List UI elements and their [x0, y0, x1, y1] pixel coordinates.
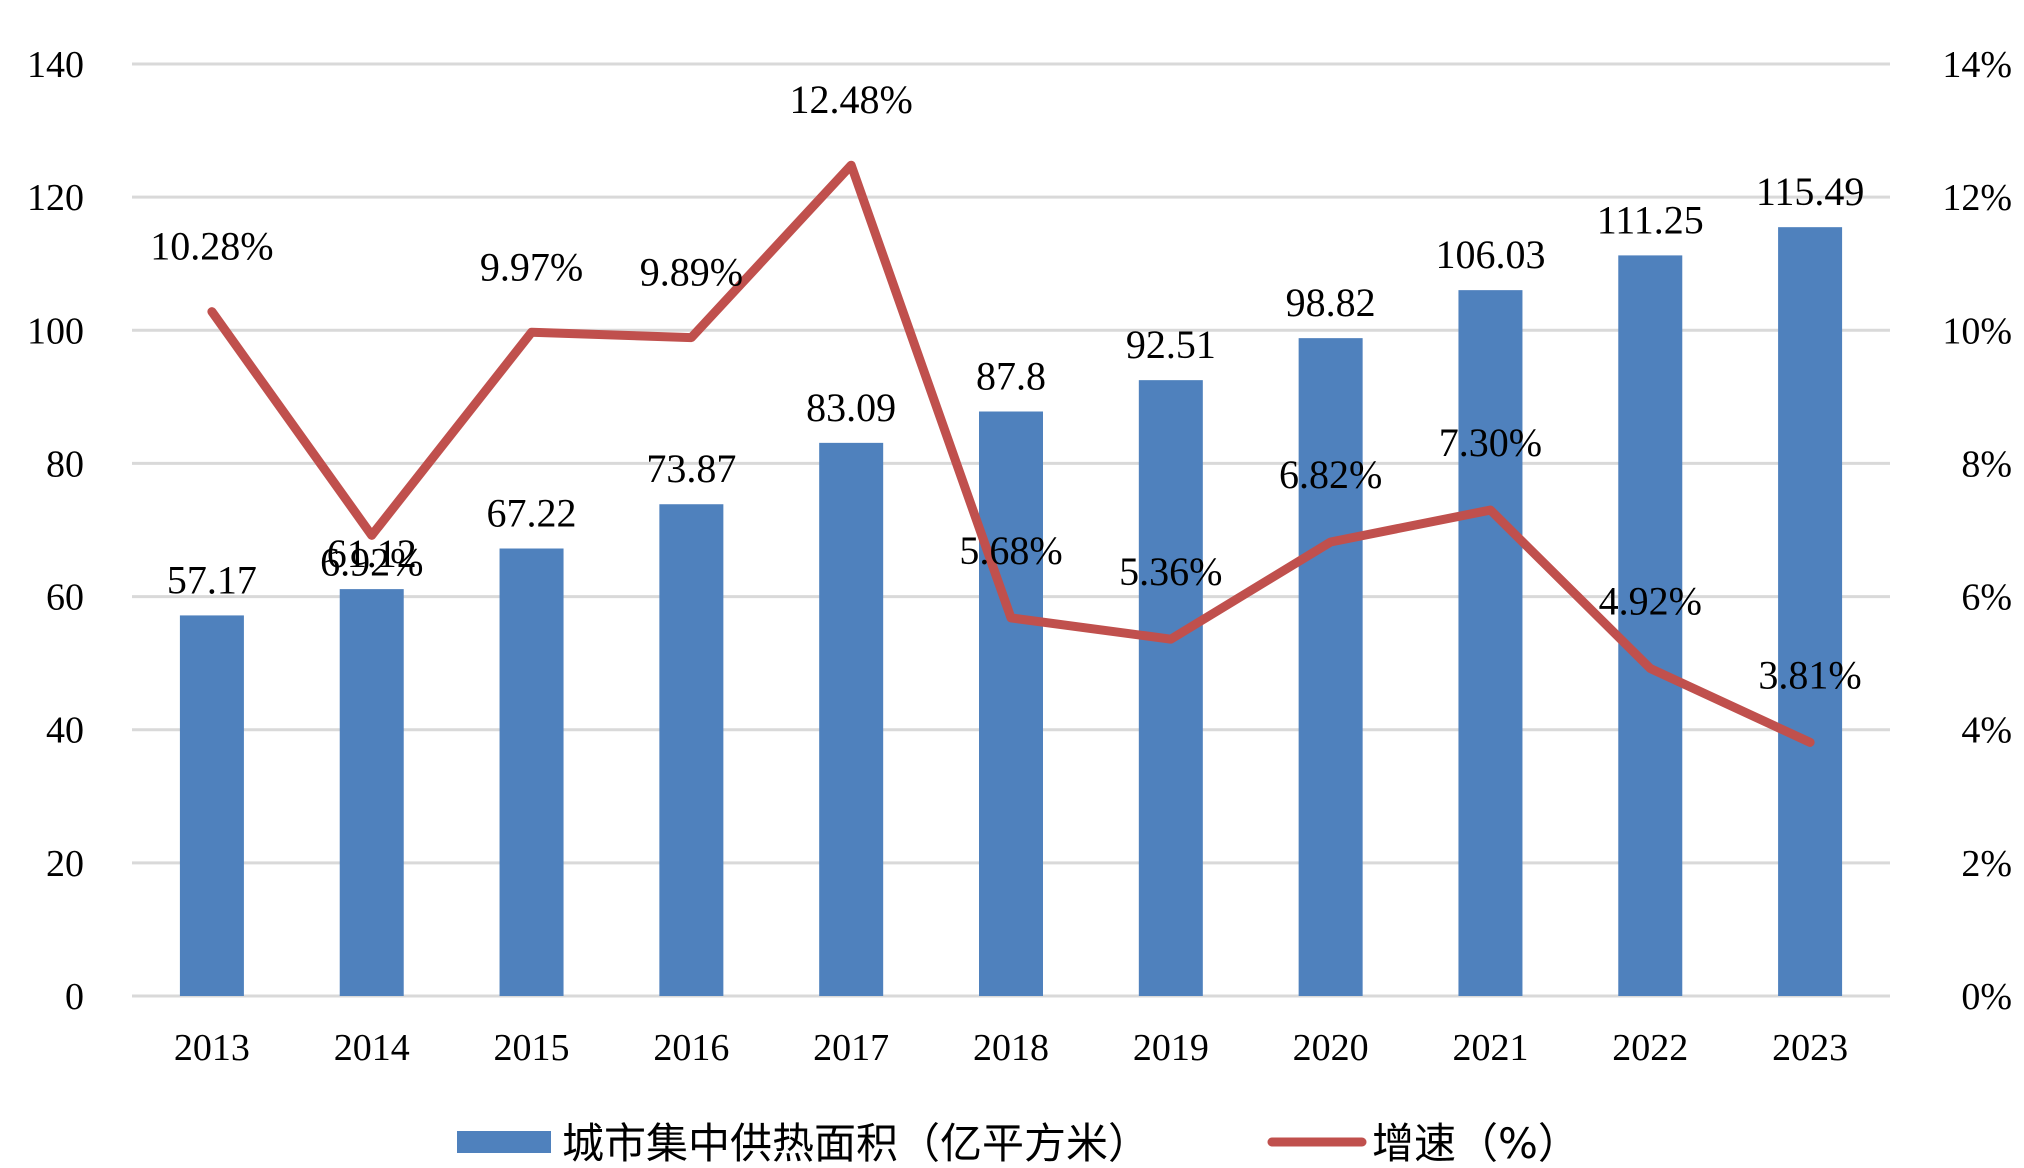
line-value-label: 9.97%: [480, 244, 583, 289]
line-value-label: 12.48%: [790, 77, 913, 122]
legend-label-bar: 城市集中供热面积（亿平方米）: [562, 1119, 1150, 1168]
x-axis: 2013 2014 2015 2016 2017 2018 2019 2020 2021 2022…: [174, 1027, 1848, 1069]
bar: [179, 615, 244, 996]
bar-value-label: 83.09: [806, 385, 896, 430]
bar: [1778, 227, 1843, 996]
y-right-tick-label: 8%: [1961, 443, 2012, 485]
line-series: [207, 160, 1815, 747]
bar-value-label: 106.03: [1435, 232, 1545, 277]
line-value-label: 6.92%: [320, 539, 423, 584]
bar: [339, 589, 404, 996]
bar: [499, 548, 564, 996]
x-tick-label: 2019: [1133, 1027, 1209, 1069]
legend: 城市集中供热面积（亿平方米） 增速（%）: [457, 1119, 1580, 1168]
line-point: [1169, 638, 1172, 641]
bar: [819, 442, 884, 996]
line-value-label: 6.82%: [1279, 452, 1382, 497]
line-point: [210, 310, 213, 313]
bar-value-label: 67.22: [487, 491, 577, 536]
y-left-tick-label: 100: [27, 310, 84, 352]
x-tick-label: 2021: [1452, 1027, 1528, 1069]
line-point: [850, 164, 853, 167]
y-left-tick-label: 0: [65, 976, 84, 1018]
line-point: [1809, 741, 1812, 744]
y-left-tick-label: 80: [46, 443, 84, 485]
bar: [979, 411, 1043, 996]
line-point: [370, 534, 373, 537]
line-value-label: 5.68%: [959, 528, 1062, 573]
bar-value-label: 115.49: [1756, 169, 1865, 214]
y-right-tick-label: 10%: [1942, 310, 2012, 352]
bar: [1138, 380, 1203, 996]
bar: [1618, 255, 1683, 997]
y-left-tick-label: 40: [46, 710, 84, 752]
line-value-label: 10.28%: [150, 224, 273, 269]
x-tick-label: 2017: [813, 1027, 889, 1069]
y-axis-right: 0% 2% 4% 6% 8% 10% 12% 14%: [1942, 44, 2012, 1018]
line-point: [1010, 616, 1012, 619]
y-left-tick-label: 20: [46, 843, 84, 885]
x-tick-label: 2015: [494, 1027, 570, 1069]
line-value-label: 9.89%: [640, 250, 743, 295]
bar: [1458, 290, 1523, 996]
bar-value-label: 111.25: [1597, 197, 1704, 242]
x-tick-label: 2014: [334, 1027, 410, 1069]
y-right-tick-label: 4%: [1961, 710, 2012, 752]
line-point: [530, 331, 533, 334]
bar-value-label: 92.51: [1126, 322, 1216, 367]
x-tick-label: 2022: [1612, 1027, 1688, 1069]
x-tick-label: 2018: [973, 1027, 1049, 1069]
line-value-label: 7.30%: [1439, 420, 1542, 465]
y-axis-left: 0 20 40 60 80 100 120 140: [27, 44, 84, 1018]
bar: [659, 504, 724, 996]
y-left-tick-label: 60: [46, 577, 84, 619]
x-tick-label: 2020: [1293, 1027, 1369, 1069]
y-right-tick-label: 12%: [1942, 177, 2012, 219]
bar-value-label: 98.82: [1286, 280, 1376, 325]
y-left-tick-label: 140: [27, 44, 84, 86]
y-right-tick-label: 0%: [1961, 976, 2012, 1018]
line-value-label: 5.36%: [1119, 549, 1222, 594]
y-right-tick-label: 14%: [1942, 44, 2012, 86]
x-tick-label: 2016: [653, 1027, 729, 1069]
line-value-label: 4.92%: [1599, 578, 1702, 623]
y-left-tick-label: 120: [27, 177, 84, 219]
line-point: [1649, 667, 1652, 670]
bar-value-label: 61.12: [327, 531, 417, 576]
line-point: [1489, 509, 1492, 512]
bar-value-label: 87.8: [976, 354, 1046, 399]
bar-series: [179, 227, 1843, 997]
line-point: [690, 336, 693, 339]
line-data-labels: 10.28% 6.92% 9.97% 9.89% 12.48% 5.68% 5.36% 6.8…: [150, 77, 1862, 697]
bar-data-labels: 57.17 61.12 67.22 73.87 83.09 87.8 92.51 98.82 1…: [167, 169, 1864, 602]
legend-label-line: 增速（%）: [1372, 1119, 1580, 1168]
bar-value-label: 73.87: [646, 446, 736, 491]
x-tick-label: 2013: [174, 1027, 250, 1069]
line-point: [1329, 540, 1332, 543]
line-value-label: 3.81%: [1758, 652, 1861, 697]
x-tick-label: 2023: [1772, 1027, 1848, 1069]
y-right-tick-label: 2%: [1961, 843, 2012, 885]
bar-value-label: 57.17: [167, 557, 257, 602]
legend-swatch-bar: [457, 1131, 551, 1153]
bar: [1298, 338, 1363, 997]
y-right-tick-label: 6%: [1961, 577, 2012, 619]
